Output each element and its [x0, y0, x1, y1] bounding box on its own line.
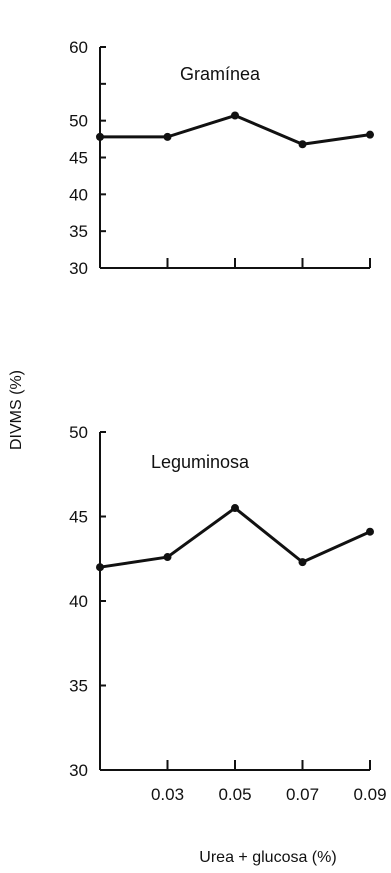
y-tick-label: 50 [69, 112, 88, 131]
x-axis-title: Urea + glucosa (%) [199, 849, 336, 866]
panel-title: Gramínea [180, 64, 261, 84]
y-tick-label: 45 [69, 149, 88, 168]
x-tick-label: 0.09 [353, 785, 386, 804]
y-tick-label: 50 [69, 423, 88, 442]
data-point [231, 504, 239, 513]
data-point [298, 140, 307, 149]
y-tick-label: 40 [69, 592, 88, 611]
x-tick-label: 0.05 [218, 785, 251, 804]
x-tick-label: 0.07 [286, 785, 319, 804]
data-point [163, 132, 172, 141]
y-tick-label: 35 [69, 677, 88, 696]
y-tick-label: 40 [69, 185, 88, 204]
series-line [100, 114, 371, 146]
y-tick-label: 30 [69, 761, 88, 780]
data-point [163, 553, 172, 562]
y-axis-title: DIVMS (%) [8, 370, 25, 450]
y-tick-label: 30 [69, 259, 88, 278]
data-point [96, 132, 104, 141]
data-point [366, 527, 374, 536]
y-tick-label: 45 [69, 508, 88, 527]
series-line [99, 506, 371, 569]
x-tick-label: 0.03 [151, 785, 184, 804]
y-tick-label: 35 [69, 222, 88, 241]
data-point [298, 558, 307, 567]
data-point [231, 111, 239, 120]
data-point [366, 130, 374, 139]
panel-title: Leguminosa [151, 452, 250, 472]
panel-graminea: 30 35 40 45 50 60 Gramínea [69, 38, 374, 278]
y-tick-label: 60 [69, 38, 88, 57]
panel-leguminosa: 30 35 40 45 50 Leguminosa 0.03 0.05 0.07 0.09 [69, 423, 386, 804]
data-point [96, 563, 104, 572]
